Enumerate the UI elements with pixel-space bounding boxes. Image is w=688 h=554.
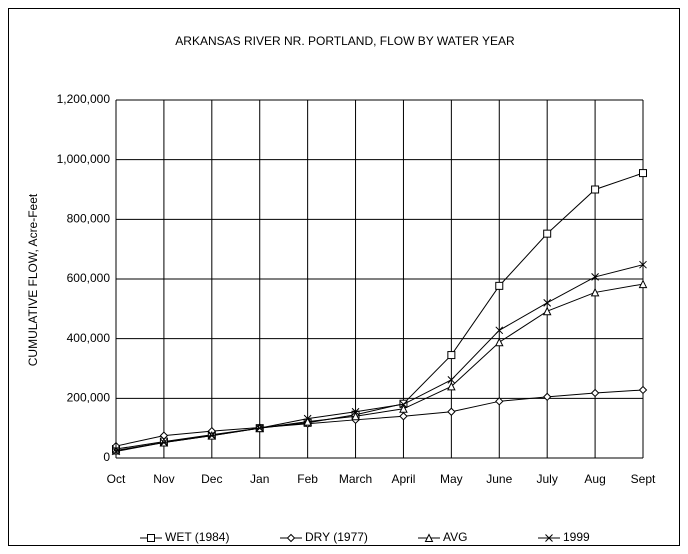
marker bbox=[447, 381, 456, 391]
marker bbox=[543, 299, 552, 307]
y-tick-label: 600,000 bbox=[67, 271, 111, 285]
marker bbox=[160, 438, 168, 447]
x-tick-label: May bbox=[440, 472, 463, 486]
legend-label: DRY (1977) bbox=[305, 530, 368, 544]
marker bbox=[399, 404, 408, 413]
marker bbox=[639, 169, 647, 178]
chart-title: ARKANSAS RIVER NR. PORTLAND, FLOW BY WAT… bbox=[175, 34, 515, 48]
marker bbox=[351, 411, 360, 421]
x-tick-label: Aug bbox=[584, 472, 605, 486]
marker bbox=[424, 533, 434, 542]
marker bbox=[494, 337, 504, 347]
y-tick-label: 0 bbox=[103, 450, 110, 464]
x-tick-label: Feb bbox=[297, 472, 318, 486]
marker bbox=[495, 326, 504, 335]
marker bbox=[545, 534, 553, 542]
marker bbox=[255, 424, 264, 433]
legend-label: WET (1984) bbox=[165, 530, 229, 544]
x-tick-label: Sept bbox=[631, 472, 656, 486]
marker bbox=[495, 281, 504, 290]
marker bbox=[638, 279, 648, 289]
legend-label: AVG bbox=[443, 530, 467, 544]
x-tick-label: March bbox=[339, 472, 372, 486]
x-tick-label: Jan bbox=[250, 472, 269, 486]
frame bbox=[8, 8, 680, 546]
marker bbox=[447, 407, 456, 416]
x-tick-label: July bbox=[537, 472, 558, 486]
x-tick-label: Dec bbox=[201, 472, 222, 486]
y-tick-label: 200,000 bbox=[67, 391, 111, 405]
marker bbox=[351, 407, 360, 416]
marker bbox=[639, 260, 647, 269]
marker bbox=[207, 431, 216, 440]
marker bbox=[495, 397, 504, 406]
marker bbox=[591, 185, 600, 194]
marker bbox=[447, 351, 456, 360]
series-line bbox=[115, 389, 644, 447]
y-tick-label: 800,000 bbox=[67, 212, 111, 226]
marker bbox=[303, 416, 312, 426]
x-tick-label: Nov bbox=[153, 472, 174, 486]
series-line bbox=[115, 264, 644, 452]
marker bbox=[286, 533, 296, 543]
y-tick-label: 400,000 bbox=[67, 331, 111, 345]
legend-label: 1999 bbox=[563, 530, 590, 544]
series-line bbox=[115, 172, 644, 450]
marker bbox=[543, 229, 552, 238]
y-tick-label: 1,000,000 bbox=[57, 152, 111, 166]
x-tick-label: April bbox=[391, 472, 415, 486]
marker bbox=[447, 375, 456, 384]
y-axis-label: CUMULATIVE FLOW, Acre-Feet bbox=[26, 193, 40, 366]
x-tick-label: June bbox=[486, 472, 512, 486]
marker bbox=[399, 400, 408, 409]
marker bbox=[542, 392, 552, 402]
marker bbox=[147, 534, 155, 542]
marker bbox=[399, 412, 408, 421]
marker bbox=[542, 306, 552, 316]
x-tick-label: Oct bbox=[107, 472, 126, 486]
marker bbox=[591, 273, 599, 281]
marker bbox=[590, 287, 600, 297]
marker bbox=[638, 385, 648, 395]
y-tick-label: 1,200,000 bbox=[57, 92, 111, 106]
marker bbox=[590, 388, 600, 398]
marker bbox=[303, 414, 312, 423]
